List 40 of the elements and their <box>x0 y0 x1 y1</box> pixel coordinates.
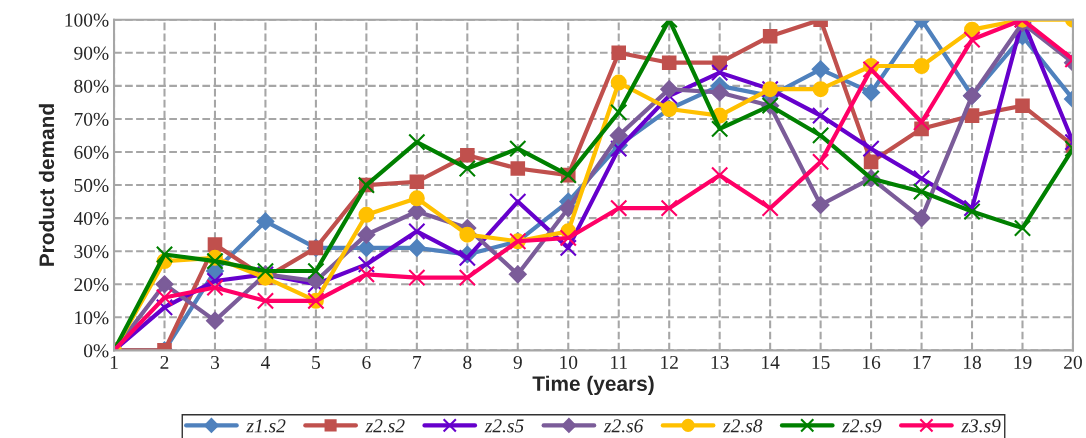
x-axis-title: Time (years) <box>532 375 654 396</box>
y-tick-label: 20% <box>74 278 109 292</box>
y-tick-label: 60% <box>74 145 109 159</box>
legend-label: z3.s9 <box>961 419 1001 433</box>
x-tick-label: 2 <box>160 355 169 369</box>
x-tick-label: 15 <box>812 355 830 369</box>
x-tick-label: 1 <box>110 355 118 369</box>
x-tick-label: 12 <box>661 355 678 369</box>
legend-label: z2.s6 <box>603 419 644 433</box>
x-tick-label: 11 <box>611 355 627 369</box>
y-tick-label: 90% <box>74 46 109 60</box>
x-tick-label: 7 <box>413 356 422 369</box>
x-tick-label: 5 <box>312 356 321 369</box>
x-tick-label: 4 <box>260 355 270 369</box>
y-tick-label: 50% <box>74 178 109 193</box>
y-tick-label: 70% <box>74 112 109 126</box>
x-tick-label: 19 <box>1014 355 1032 369</box>
legend-label: z2.s5 <box>484 419 524 433</box>
y-tick-label: 80% <box>74 79 109 93</box>
y-tick-label: 100% <box>65 13 109 27</box>
legend-label: z1.s2 <box>246 419 286 433</box>
x-tick-label: 17 <box>913 355 931 369</box>
y-tick-label: 0% <box>83 344 109 358</box>
x-tick-label: 14 <box>762 355 780 369</box>
x-tick-label: 9 <box>513 355 522 369</box>
x-tick-label: 18 <box>964 355 982 369</box>
x-tick-label: 3 <box>211 355 220 369</box>
x-tick-label: 8 <box>463 355 472 369</box>
legend-label: z2.s2 <box>365 419 405 433</box>
y-tick-label: 40% <box>73 211 109 226</box>
x-tick-label: 20 <box>1064 355 1082 369</box>
x-tick-label: 16 <box>863 355 881 369</box>
legend-label: z2.s9 <box>842 419 882 433</box>
y-axis-title: Product demand <box>38 104 55 266</box>
x-tick-label: 6 <box>362 355 371 369</box>
y-tick-label: 30% <box>74 245 109 259</box>
x-tick-label: 13 <box>711 355 729 369</box>
legend-label: z2.s8 <box>722 419 763 433</box>
x-tick-label: 10 <box>560 355 578 369</box>
y-tick-label: 10% <box>75 311 109 325</box>
